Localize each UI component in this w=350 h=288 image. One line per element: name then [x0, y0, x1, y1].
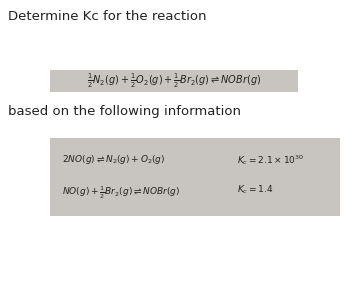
- Text: $\frac{1}{2}N_2(g) + \frac{1}{2}O_2(g) + \frac{1}{2}Br_2(g) \rightleftharpoons N: $\frac{1}{2}N_2(g) + \frac{1}{2}O_2(g) +…: [87, 72, 261, 90]
- Text: $NO(g) + \frac{1}{2}Br_2(g) \rightleftharpoons NOBr(g)$: $NO(g) + \frac{1}{2}Br_2(g) \rightleftha…: [62, 184, 180, 201]
- Text: based on the following information: based on the following information: [8, 105, 241, 118]
- FancyBboxPatch shape: [50, 138, 340, 216]
- Text: $2NO(g) \rightleftharpoons N_2(g) + O_2(g)$: $2NO(g) \rightleftharpoons N_2(g) + O_2(…: [62, 153, 166, 166]
- Text: $K_c = 1.4$: $K_c = 1.4$: [237, 184, 273, 196]
- Text: $K_c = 2.1 \times 10^{30}$: $K_c = 2.1 \times 10^{30}$: [237, 153, 304, 167]
- FancyBboxPatch shape: [50, 70, 298, 92]
- Text: Determine Kc for the reaction: Determine Kc for the reaction: [8, 10, 206, 23]
